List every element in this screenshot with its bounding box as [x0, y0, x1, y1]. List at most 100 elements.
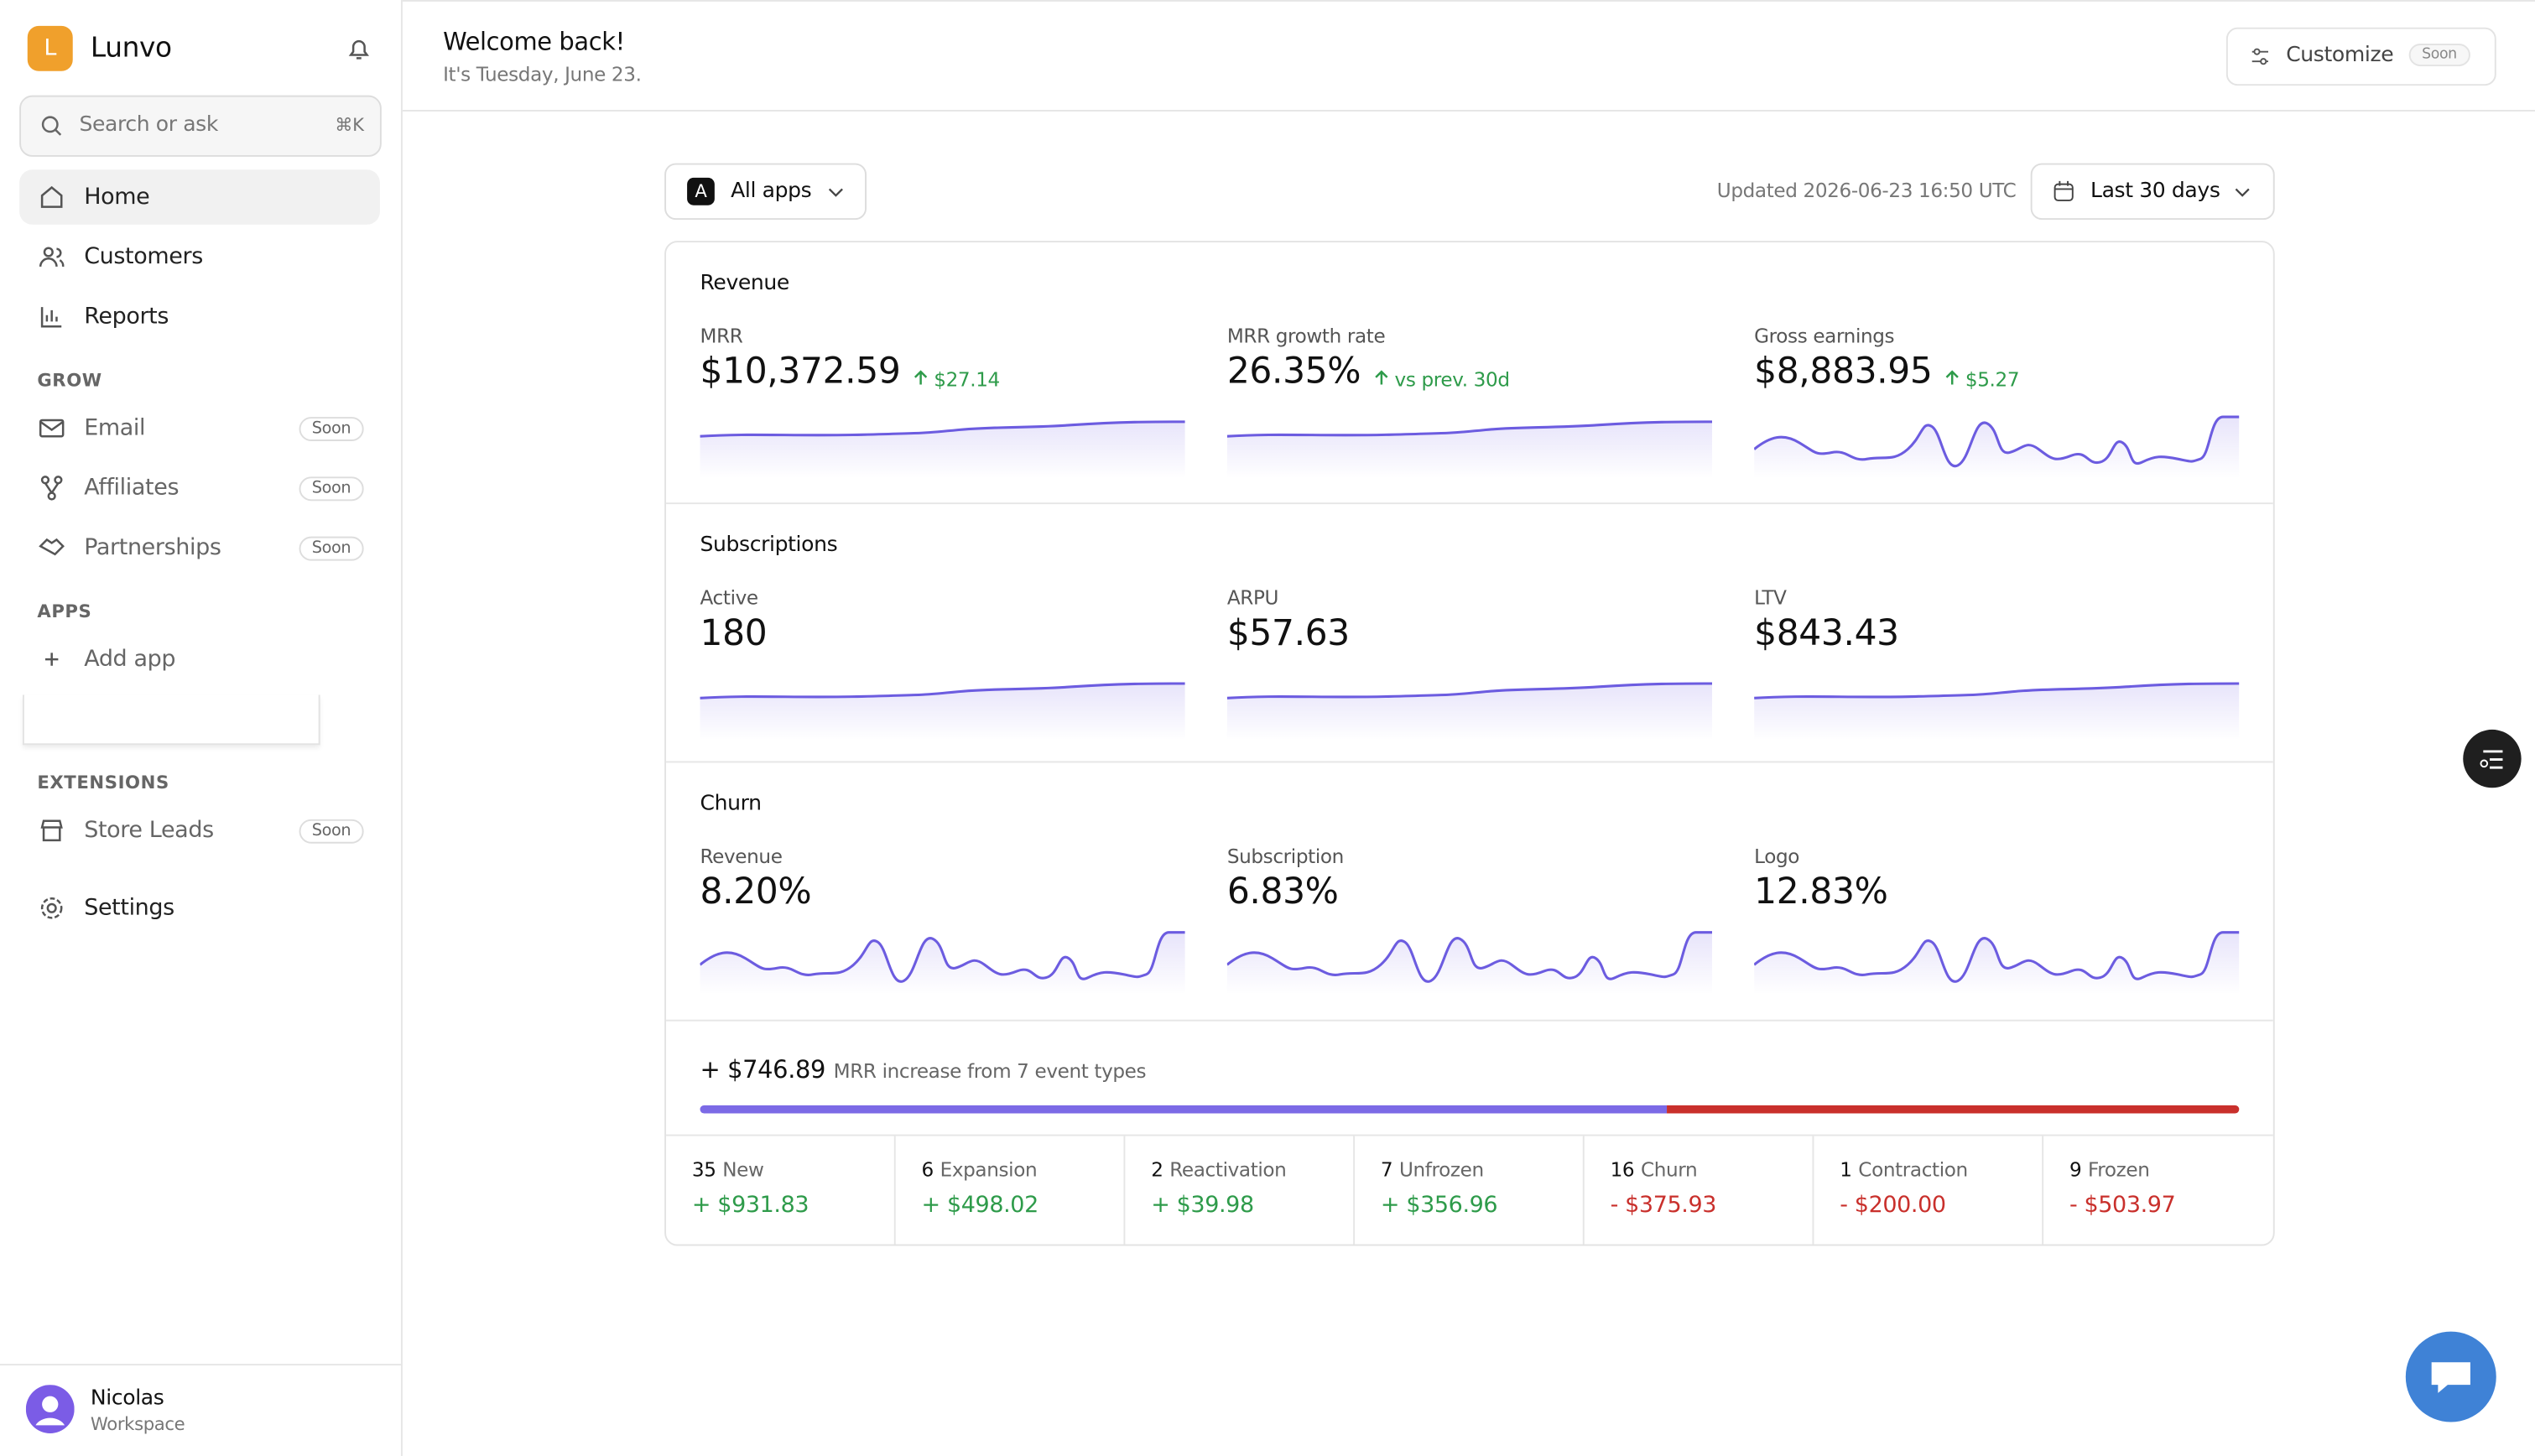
event-name: Expansion — [940, 1158, 1038, 1182]
event-title: 2 Reactivation — [1151, 1158, 1287, 1182]
nav-icon — [40, 897, 63, 919]
nav-item[interactable]: Customers — [19, 230, 380, 285]
metric-value: $57.63 — [1226, 614, 1350, 655]
event-cell: 6 Expansion + $498.02 — [896, 1136, 1126, 1245]
sparkline — [1754, 415, 2240, 479]
updated-text: Updated 2026-06-23 16:50 UTC — [1716, 179, 2017, 202]
soon-badge: Soon — [299, 535, 364, 560]
app-icon: A — [687, 177, 715, 205]
group-title: APPS — [37, 601, 92, 622]
nav-icon — [40, 476, 63, 501]
event-count: 6 — [921, 1158, 934, 1182]
soon-badge: Soon — [2408, 44, 2470, 66]
metric-value: 8.20% — [700, 872, 812, 913]
metric-change: $27.14 — [914, 368, 1000, 391]
brand-logo: L — [27, 25, 73, 71]
nav-item[interactable]: Add app — [19, 632, 380, 687]
nav-item[interactable]: Partnerships Soon — [19, 520, 380, 575]
header-subtitle: It's Tuesday, June 23. — [443, 63, 642, 86]
soon-badge: Soon — [299, 476, 364, 501]
header-title: Welcome back! — [443, 27, 625, 57]
metric-label: Revenue — [700, 845, 783, 868]
section: Churn Revenue 8.20% Subscription 6.83% Logo 12… — [666, 762, 2273, 1022]
nav-icon — [39, 419, 65, 438]
nav-item[interactable]: Email Soon — [19, 401, 380, 456]
summary-amount: + $746.89 — [700, 1055, 826, 1084]
nav-icon — [40, 819, 63, 842]
event-name: Frozen — [2087, 1158, 2150, 1182]
nav-item[interactable]: Store Leads Soon — [19, 803, 380, 859]
metrics-card: Revenue MRR $10,372.59 $27.14 MRR growth ra… — [664, 241, 2275, 1246]
metric-label: ARPU — [1226, 586, 1279, 610]
chat-button[interactable] — [2404, 1330, 2498, 1424]
metric-label: Subscription — [1226, 845, 1344, 868]
event-amount: + $498.02 — [921, 1192, 1039, 1219]
event-cell: 9 Frozen - $503.97 — [2043, 1136, 2272, 1244]
nav-item[interactable]: Reports — [19, 289, 380, 345]
range-select[interactable]: Last 30 days — [2030, 163, 2275, 221]
chevron — [2235, 188, 2250, 197]
metric-label: MRR growth rate — [1226, 325, 1386, 348]
calendar-icon — [2054, 180, 2074, 201]
sparkline — [700, 931, 1185, 994]
arrow-up — [914, 370, 928, 385]
section: Revenue MRR $10,372.59 $27.14 MRR growth ra… — [666, 242, 2273, 505]
group-title: GROW — [37, 370, 102, 392]
section: Subscriptions Active 180 ARPU $57.63 LTV $843.… — [666, 504, 2273, 763]
nav-icon — [40, 185, 63, 208]
shortcut: ⌘K — [335, 114, 364, 136]
event-count: 16 — [1610, 1158, 1635, 1182]
brand-name: Lunvo — [90, 32, 172, 65]
nav-label: Add app — [84, 646, 176, 673]
event-name: Churn — [1640, 1158, 1698, 1182]
nav-item[interactable]: Home — [19, 169, 380, 225]
event-cell: 7 Unfrozen + $356.96 — [1355, 1136, 1585, 1245]
nav-label: Customers — [84, 243, 203, 270]
event-name: Reactivation — [1169, 1158, 1287, 1182]
sparkline — [1226, 420, 1713, 479]
avatar[interactable] — [25, 1385, 75, 1433]
nav-item[interactable]: Affiliates Soon — [19, 460, 380, 516]
event-cell: 1 Contraction - $200.00 — [1814, 1136, 2044, 1245]
section-title: Churn — [700, 792, 762, 816]
metric-value: $10,372.59 — [700, 352, 901, 393]
search-box[interactable]: Search or ask ⌘K — [19, 95, 382, 157]
metric-change: vs prev. 30d — [1374, 368, 1510, 392]
customize-button[interactable]: Customize Soon — [2225, 27, 2496, 86]
nav-icon — [39, 538, 65, 556]
event-count: 2 — [1151, 1158, 1163, 1182]
event-title: 7 Unfrozen — [1381, 1158, 1484, 1181]
assistant-button[interactable] — [2462, 729, 2522, 788]
sparkline — [1226, 931, 1713, 994]
nav-label: Store Leads — [84, 817, 214, 844]
event-title: 16 Churn — [1611, 1158, 1698, 1181]
event-count: 1 — [1840, 1158, 1852, 1182]
event-title: 35 New — [692, 1158, 764, 1181]
event-title: 6 Expansion — [922, 1158, 1038, 1181]
app-placeholder — [22, 694, 320, 746]
event-cell: 2 Reactivation + $39.98 — [1125, 1136, 1356, 1245]
change-text: vs prev. 30d — [1394, 368, 1510, 392]
event-name: New — [722, 1158, 764, 1182]
event-amount: - $503.97 — [2069, 1192, 2176, 1219]
sparkline — [700, 420, 1185, 479]
nav-label: Settings — [84, 895, 174, 922]
sparkline — [1754, 931, 2240, 994]
summary: + $746.89 MRR increase from 7 event types — [700, 1055, 1147, 1084]
metric-value: 180 — [700, 614, 768, 655]
event-amount: - $375.93 — [1610, 1192, 1717, 1219]
bell-icon[interactable] — [345, 34, 374, 63]
nav-icon — [44, 653, 59, 666]
nav-item[interactable]: Settings — [19, 881, 380, 936]
app-select[interactable]: A All apps — [664, 163, 867, 221]
event-name: Contraction — [1858, 1158, 1968, 1182]
event-amount: - $200.00 — [1840, 1192, 1946, 1219]
event-count: 9 — [2069, 1158, 2082, 1182]
nav-label: Home — [84, 184, 150, 211]
change-text: $5.27 — [1965, 368, 2020, 392]
arrow-up — [1945, 370, 1959, 385]
event-amount: + $39.98 — [1151, 1192, 1254, 1219]
event-amount: + $356.96 — [1380, 1192, 1498, 1219]
metric-value: $8,883.95 — [1754, 352, 1933, 393]
